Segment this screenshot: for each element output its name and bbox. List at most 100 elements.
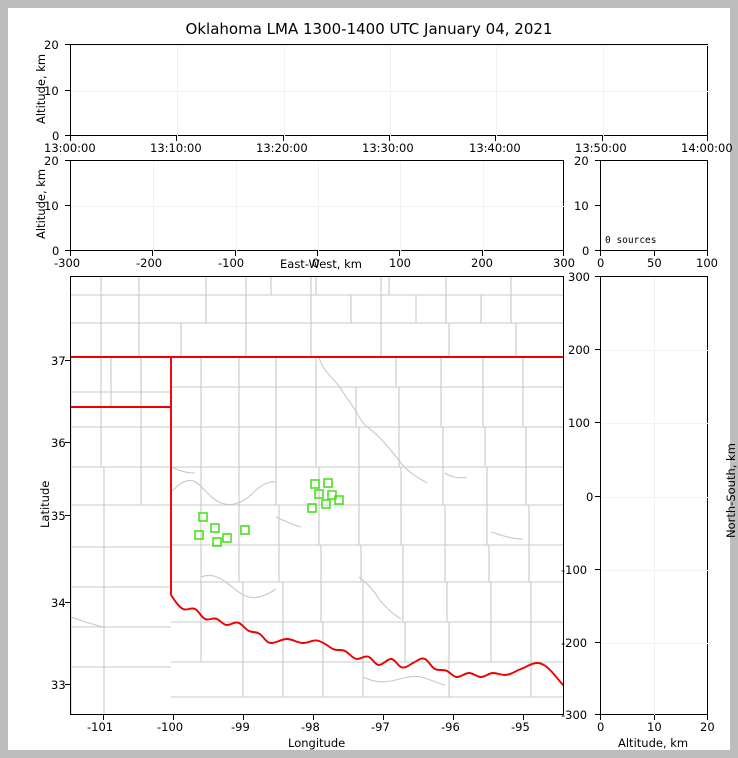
ytick-label: 100 [568,416,590,430]
tick [707,136,708,141]
source-marker [314,489,324,499]
map-panel[interactable] [70,276,564,715]
gridline [177,45,179,137]
xtick-label: -99 [231,720,250,734]
source-marker [327,490,337,500]
tick [65,135,70,136]
north-south-height-panel[interactable] [600,276,709,716]
xtick-label: -200 [136,256,163,270]
map-ylabel: Latitude [38,480,52,528]
tick [707,251,708,256]
ns-height-xlabel: Altitude, km [618,736,689,750]
ew-height-ylabel: Altitude, km [34,168,48,239]
ytick-label: 20 [44,154,59,168]
time-height-ylabel: Altitude, km [34,53,48,124]
tick [70,251,71,256]
xtick-label: 13:00:00 [44,141,96,155]
xtick-label: -98 [301,720,320,734]
source-count-annotation: 0 sources [605,235,657,246]
ytick-label: 10 [44,83,59,98]
tick [383,715,384,720]
tick [65,684,70,685]
ytick-label: 0 [582,244,590,258]
xtick-label: -95 [511,720,530,734]
gridline [389,45,391,137]
tick [65,602,70,603]
tick [152,251,154,256]
source-histogram-panel[interactable]: 0 sources [600,160,708,251]
tick [654,715,655,720]
gridline [482,161,484,252]
gridline [601,496,709,498]
gridline [496,45,498,137]
tick [600,251,601,256]
tick [65,360,70,361]
gridline [601,570,709,571]
source-marker [198,512,208,522]
tick [316,251,318,256]
xtick-label: 100 [389,256,411,270]
tick [523,715,524,720]
tick [595,495,600,497]
tick [595,250,600,251]
map-xlabel: Longitude [288,736,346,750]
ns-height-ylabel: North-South, km [724,443,738,538]
map-graphic [71,277,563,714]
ytick-label: 20 [44,38,59,52]
east-west-height-panel[interactable] [70,160,565,252]
county-lines [71,277,563,714]
tick [595,714,600,715]
xtick-label: 13:50:00 [575,141,627,155]
tick [595,569,600,570]
gridline [317,161,319,252]
tick [600,715,601,720]
source-marker [210,523,220,533]
figure-canvas: Oklahoma LMA 1300-1400 UTC January 04, 2… [8,8,738,750]
tick [65,160,70,161]
lma-source-markers [194,478,344,547]
tick [707,715,708,720]
tick [234,251,236,256]
gridline [283,45,285,137]
xtick-label: 0 [597,256,605,270]
ytick-label: 300 [568,270,590,284]
ew-height-xlabel: East-West, km [280,257,362,271]
gridline [400,161,402,252]
xtick-label: 13:40:00 [469,141,521,155]
ytick-label: 34 [51,596,66,610]
gridline [235,161,237,252]
tick [103,715,104,720]
gridline [602,45,604,137]
tick [595,422,600,423]
xtick-label: -100 [218,256,245,270]
tick [481,251,483,256]
tick [563,251,564,256]
tick [65,250,70,251]
tick [70,136,71,141]
xtick-label: -101 [87,720,114,734]
xtick-label: -100 [157,720,184,734]
ytick-label: 200 [568,343,590,357]
tick [595,349,600,350]
source-marker [321,499,331,509]
figure-title: Oklahoma LMA 1300-1400 UTC January 04, 2… [185,20,553,38]
xtick-label: 100 [696,256,718,270]
gridline [601,643,709,644]
gridline [654,277,655,716]
tick [495,136,497,141]
source-marker [240,525,250,535]
gridline [601,350,709,351]
xtick-label: -97 [371,720,390,734]
tick [453,715,454,720]
tick [595,160,600,161]
time-height-panel[interactable] [70,44,709,137]
ytick-label: 35 [51,509,66,523]
tick [65,442,70,443]
xtick-label: 200 [471,256,493,270]
tick [65,205,70,206]
ytick-label: 33 [51,678,66,692]
tick [595,276,600,277]
xtick-label: 0 [312,256,320,270]
ytick-label: 0 [52,244,60,258]
xtick-label: -300 [54,256,81,270]
